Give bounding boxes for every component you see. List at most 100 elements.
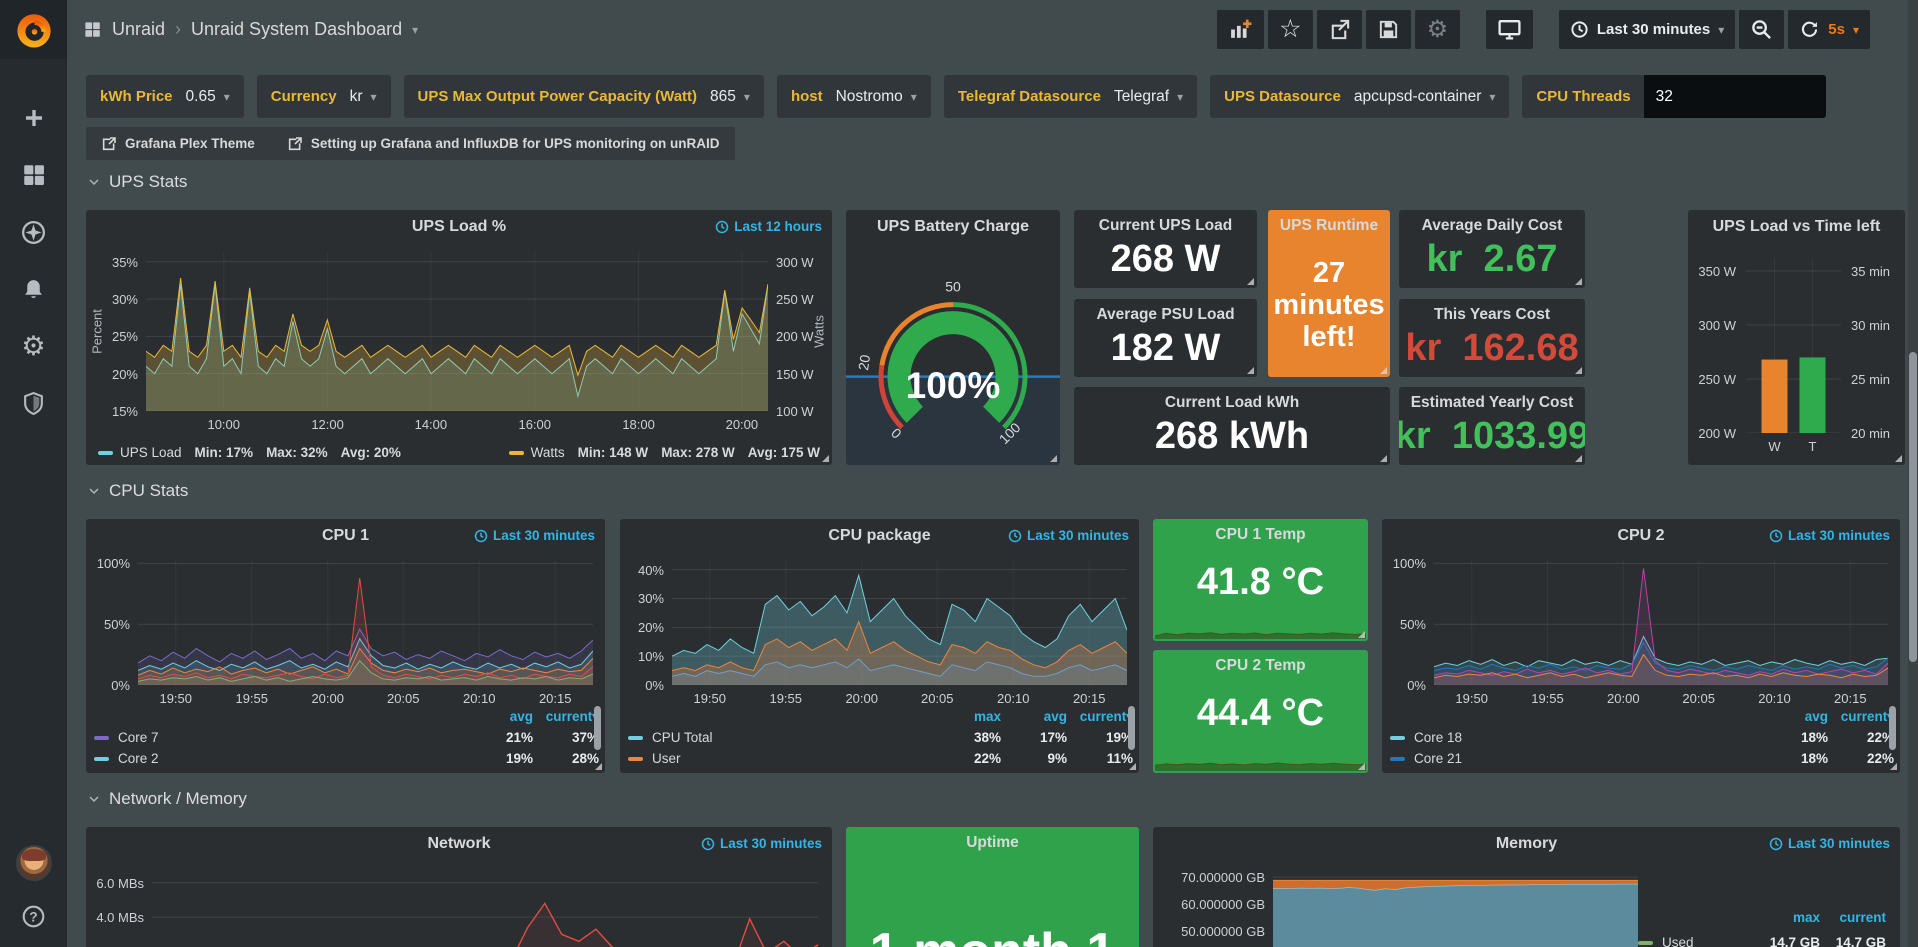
refresh-icon: [1799, 19, 1820, 40]
panel-title[interactable]: CPU 2: [1617, 527, 1665, 544]
chevron-down-icon[interactable]: ▾: [412, 22, 419, 37]
panel-resize-handle[interactable]: [1247, 278, 1254, 285]
grafana-logo[interactable]: [0, 0, 67, 59]
legend-item[interactable]: Used 14.7 GB 14.7 GB: [1638, 930, 1886, 947]
panel-resize-handle[interactable]: [595, 763, 602, 770]
time-range-picker[interactable]: Last 30 minutes ▾: [1558, 10, 1736, 49]
panel-resize-handle[interactable]: [1247, 367, 1254, 374]
legend-column-header[interactable]: current: [1839, 910, 1886, 925]
panel-title[interactable]: Average PSU Load: [1096, 306, 1235, 323]
legend-column-header[interactable]: current▾: [1079, 708, 1133, 724]
page-scrollbar-thumb[interactable]: [1909, 352, 1917, 662]
legend-item[interactable]: CPU Total 38% 17% 19%: [628, 727, 1133, 748]
variable-label: UPS Max Output Power Capacity (Watt): [417, 88, 698, 105]
panel-resize-handle[interactable]: [1895, 455, 1902, 462]
variable-value-dropdown[interactable]: kr ▾: [349, 87, 377, 105]
add-panel-button[interactable]: [1216, 10, 1264, 49]
dashboard-link[interactable]: Grafana Plex Theme: [101, 136, 255, 152]
panel-title[interactable]: CPU 1 Temp: [1215, 526, 1306, 543]
legend-column-header[interactable]: avg: [1804, 709, 1828, 724]
dashboard-title[interactable]: Unraid System Dashboard: [191, 19, 403, 39]
panel-resize-handle[interactable]: [1129, 763, 1136, 770]
legend-column-header[interactable]: current▾: [1840, 708, 1894, 724]
legend-scrollbar-thumb[interactable]: [1128, 706, 1135, 750]
dashboard-link[interactable]: Setting up Grafana and InfluxDB for UPS …: [287, 136, 720, 152]
legend-scrollbar-thumb[interactable]: [594, 706, 601, 750]
legend-column-header[interactable]: max: [1792, 910, 1820, 925]
panel-resize-handle[interactable]: [1575, 455, 1582, 462]
user-avatar[interactable]: [15, 845, 52, 881]
panel-title[interactable]: Uptime: [966, 834, 1019, 851]
panel-title[interactable]: Average Daily Cost: [1421, 217, 1563, 234]
panel-resize-handle[interactable]: [1890, 763, 1897, 770]
panel-resize-handle[interactable]: [1050, 455, 1057, 462]
settings-button[interactable]: ⚙: [1414, 10, 1460, 49]
panel-resize-handle[interactable]: [1380, 367, 1387, 374]
panel-title[interactable]: Memory: [1495, 835, 1558, 852]
apps-grid-icon[interactable]: [83, 20, 102, 39]
panel-title[interactable]: UPS Battery Charge: [876, 218, 1030, 235]
legend-item[interactable]: Core 2 19% 28%: [94, 748, 599, 769]
share-button[interactable]: [1316, 10, 1362, 49]
variable-value-dropdown[interactable]: apcupsd-container ▾: [1353, 87, 1496, 105]
sidebar-item-configuration[interactable]: ⚙: [19, 331, 49, 361]
variable-value-dropdown[interactable]: Nostromo ▾: [835, 87, 917, 105]
panel-resize-handle[interactable]: [1380, 455, 1387, 462]
variable-value-dropdown[interactable]: 865 ▾: [710, 87, 750, 105]
panel-resize-handle[interactable]: [1575, 278, 1582, 285]
panel-title[interactable]: CPU package: [828, 527, 931, 544]
panel-title[interactable]: UPS Load %: [411, 218, 507, 235]
legend-column-header[interactable]: avg: [1043, 709, 1067, 724]
cycle-view-button[interactable]: [1485, 10, 1533, 49]
breadcrumb-folder[interactable]: Unraid: [112, 19, 166, 39]
legend-column-header[interactable]: current▾: [545, 708, 599, 724]
y-axis-tick: 0%: [1407, 678, 1426, 693]
variable-input[interactable]: 32: [1643, 75, 1826, 118]
panel-cpu1-temp: CPU 1 Temp 41.8 °C: [1153, 519, 1368, 641]
panel-resize-handle[interactable]: [822, 455, 829, 462]
sidebar-item-dashboards[interactable]: [19, 160, 49, 190]
clock-icon: [1769, 529, 1783, 543]
panel-title[interactable]: Current UPS Load: [1098, 217, 1233, 234]
panel-title[interactable]: Estimated Yearly Cost: [1410, 394, 1574, 411]
save-button[interactable]: [1365, 10, 1411, 49]
legend-item[interactable]: Core 18 18% 22%: [1390, 727, 1894, 748]
legend-item[interactable]: Core 7 21% 37%: [94, 727, 599, 748]
variable-value-dropdown[interactable]: Telegraf ▾: [1113, 87, 1184, 105]
sidebar-item-alerting[interactable]: [19, 274, 49, 304]
star-button[interactable]: ☆: [1267, 10, 1313, 49]
refresh-interval-label[interactable]: 5s: [1828, 21, 1845, 38]
chart-plot-area: [1273, 869, 1638, 947]
legend-item[interactable]: Core 21 18% 22%: [1390, 748, 1894, 769]
legend-header: max avg current▾: [628, 706, 1133, 727]
section-network-memory[interactable]: Network / Memory: [88, 789, 247, 809]
panel-title[interactable]: This Years Cost: [1433, 306, 1550, 323]
sidebar-item-server-admin[interactable]: [19, 388, 49, 418]
refresh-button[interactable]: 5s ▾: [1788, 10, 1870, 49]
legend-scrollbar-thumb[interactable]: [1889, 706, 1896, 750]
panel-title[interactable]: CPU 1: [321, 527, 370, 544]
panel-resize-handle[interactable]: [1358, 763, 1365, 770]
panel-title[interactable]: Network: [427, 835, 491, 852]
panel-resize-handle[interactable]: [1575, 367, 1582, 374]
panel-resize-handle[interactable]: [1358, 631, 1365, 638]
panel-title[interactable]: Current Load kWh: [1164, 394, 1300, 411]
sidebar-item-create[interactable]: [19, 103, 49, 133]
panel-title[interactable]: CPU 2 Temp: [1215, 657, 1306, 674]
legend-column-header[interactable]: max: [973, 709, 1001, 724]
panel-title[interactable]: UPS Load vs Time left: [1712, 218, 1881, 235]
help-icon[interactable]: ?: [19, 901, 49, 931]
legend-column-header[interactable]: avg: [509, 709, 533, 724]
chevron-down-icon: ▾: [743, 89, 750, 104]
sidebar-item-explore[interactable]: [19, 217, 49, 247]
panel-title[interactable]: UPS Runtime: [1279, 217, 1379, 234]
legend-item[interactable]: UPS Load Min: 17% Max: 32% Avg: 20%: [98, 445, 401, 460]
legend-item[interactable]: Watts Min: 148 W Max: 278 W Avg: 175 W: [508, 445, 820, 460]
section-ups-stats[interactable]: UPS Stats: [88, 172, 187, 192]
legend-item[interactable]: User 22% 9% 11%: [628, 748, 1133, 769]
variable-value-dropdown[interactable]: 0.65 ▾: [185, 87, 230, 105]
zoom-out-button[interactable]: [1739, 10, 1785, 49]
section-cpu-stats[interactable]: CPU Stats: [88, 481, 188, 501]
